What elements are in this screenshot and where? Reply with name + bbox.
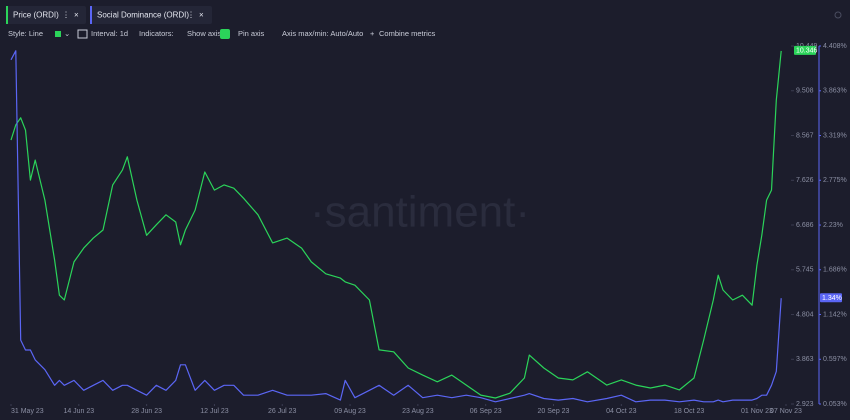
x-tick-label: 20 Sep 23 [538, 408, 570, 415]
x-tick-label: 14 Jun 23 [63, 408, 94, 415]
tab-accent [90, 6, 92, 24]
y2-tick-label: 1.142% [823, 311, 847, 318]
style-select[interactable]: Style: Line [8, 29, 43, 38]
last-value-box [820, 293, 842, 303]
y-tick-label: 7.626 [796, 177, 814, 184]
y2-tick-label: 2.775% [823, 177, 847, 184]
tab-label[interactable]: Social Dominance (ORDI) [97, 11, 189, 20]
x-tick-label: 31 May 23 [11, 408, 44, 415]
color-swatch[interactable] [55, 31, 61, 37]
last-value-label: 1.34% [822, 295, 842, 302]
y-tick-label: 5.745 [796, 267, 814, 274]
last-value-label: 10.346 [796, 48, 818, 55]
x-tick-label: 18 Oct 23 [674, 408, 704, 415]
combine-metrics[interactable]: Combine metrics [379, 29, 436, 38]
axis-maxmin[interactable]: Axis max/min: Auto/Auto [282, 29, 363, 38]
y2-tick-label: 0.053% [823, 401, 847, 408]
y2-tick-label: 3.319% [823, 132, 847, 139]
settings-icon[interactable] [834, 11, 842, 19]
show-axis-toggle[interactable] [220, 29, 230, 39]
tab-label[interactable]: Price (ORDI) [13, 11, 59, 20]
x-tick-label: 07 Nov 23 [770, 408, 802, 415]
y2-tick-label: 1.686% [823, 267, 847, 274]
y-tick-label: 8.567 [796, 132, 814, 139]
tab-close[interactable]: × [199, 11, 204, 20]
y-tick-label: 4.804 [796, 311, 814, 318]
x-tick-label: 12 Jul 23 [200, 408, 229, 415]
last-value-box [794, 45, 816, 55]
x-tick-label: 26 Jul 23 [268, 408, 297, 415]
y2-tick-label: 2.23% [823, 222, 843, 229]
y2-tick-label: 3.863% [823, 88, 847, 95]
y-tick-label: 3.863 [796, 356, 814, 363]
tab-menu[interactable]: ⋮ [187, 11, 195, 20]
x-tick-label: 01 Nov 23 [741, 408, 773, 415]
y-tick-label: 2.923 [796, 401, 814, 408]
x-tick-label: 06 Sep 23 [470, 408, 502, 415]
x-tick-label: 23 Aug 23 [402, 408, 434, 415]
indicators-select[interactable]: Indicators: [139, 29, 174, 38]
tab-close[interactable]: × [74, 11, 79, 20]
plus-icon: + [370, 29, 375, 38]
tab-accent [6, 6, 8, 24]
x-tick-label: 09 Aug 23 [334, 408, 366, 415]
y2-tick-label: 0.597% [823, 356, 847, 363]
tab-menu[interactable]: ⋮ [62, 11, 70, 20]
series-line [10, 50, 782, 399]
interval-select[interactable]: Interval: 1d [91, 29, 128, 38]
x-tick-label: 04 Oct 23 [606, 408, 636, 415]
tab-box[interactable] [90, 6, 212, 24]
chevron[interactable]: ⌄ [64, 29, 70, 38]
watermark: ·santiment· [310, 188, 530, 237]
y-tick-label: 9.508 [796, 88, 814, 95]
tab-box[interactable] [6, 6, 86, 24]
y-tick-label: 6.686 [796, 222, 814, 229]
series-line [10, 50, 782, 403]
pin-axis[interactable]: Pin axis [238, 29, 265, 38]
y2-tick-label: 4.408% [823, 43, 847, 50]
show-axis-label: Show axis [187, 29, 221, 38]
x-tick-label: 28 Jun 23 [131, 408, 162, 415]
calendar-icon [77, 29, 88, 39]
tab[interactable]: Social Dominance (ORDI) ⋮ × [90, 6, 212, 24]
tab[interactable]: Price (ORDI) ⋮ × [6, 6, 86, 24]
